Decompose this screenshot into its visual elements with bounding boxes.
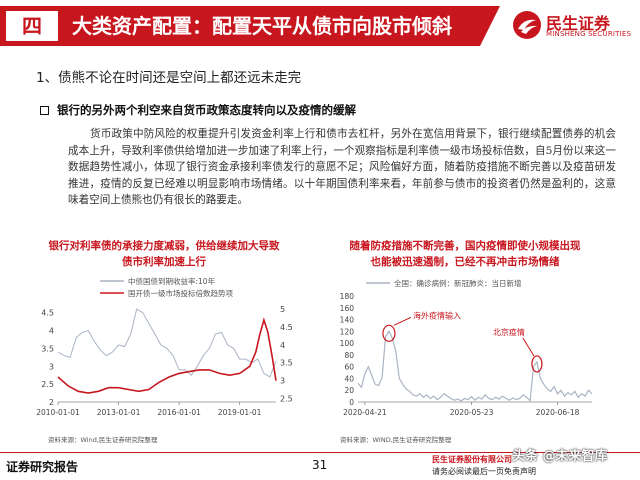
footer-divider <box>0 452 640 453</box>
right-tick-label: 3 <box>280 377 285 386</box>
right-tick-label: 4.5 <box>280 323 293 332</box>
y-tick-label: 140 <box>340 316 355 325</box>
chart-1-title-line1: 银行对利率债的承接力度减弱，供给继续加大导致 <box>48 240 280 252</box>
x-tick-label: 2020-04-21 <box>343 408 387 417</box>
x-tick-label: 2019-01-01 <box>218 408 262 417</box>
legend-label: 全国：确诊病例：新冠肺炎：当日新增 <box>394 278 522 288</box>
bullet-heading-text: 银行的另外两个利空来自货币政策态度转向以及疫情的缓解 <box>57 103 356 117</box>
watermark: 头条 @未来智库 <box>512 449 608 464</box>
square-bullet-icon <box>40 106 49 115</box>
chart-2-title-line1: 随着防疫措施不断完善，国内疫情即使小规模出现 <box>349 240 581 252</box>
x-tick-label: 2020-05-23 <box>450 408 494 417</box>
header: 四 大类资产配置：配置天平从债市向股市倾斜 民生证券 MINSHENG SECU… <box>0 0 640 54</box>
y-tick-label: 40 <box>344 374 354 383</box>
right-tick-label: 2.5 <box>280 394 293 403</box>
chart-2-title: 随着防疫措施不断完善，国内疫情即使小规模出现 也能被迅速遏制，已经不再冲击市场情… <box>330 238 600 270</box>
logo-text-cn: 民生证券 <box>546 14 611 33</box>
left-tick-label: 2 <box>49 398 54 407</box>
left-tick-label: 2.5 <box>41 380 54 389</box>
annotation-label-2: 北京疫情 <box>493 327 525 337</box>
body-paragraph: 货币政策中防风险的权重提升引发资金利率上行和债市去杠杆，另外在宽信用背景下，银行… <box>68 128 616 206</box>
header-bar <box>0 6 500 46</box>
footer-label: 证券研究报告 <box>6 460 79 474</box>
chart-1-title-line2: 债市利率加速上行 <box>122 256 206 268</box>
series-line-2 <box>57 317 277 394</box>
series-line <box>357 330 593 403</box>
x-tick-label: 2020-06-18 <box>536 408 580 417</box>
left-tick-label: 3 <box>49 362 54 371</box>
y-tick-label: 120 <box>340 327 355 336</box>
right-tick-label: 3.5 <box>280 359 293 368</box>
annotation-circle-2 <box>531 355 543 373</box>
bullet-heading: 银行的另外两个利空来自货币政策态度转向以及疫情的缓解 <box>40 102 356 118</box>
chart-2-title-line2: 也能被迅速遏制，已经不再冲击市场情绪 <box>370 256 560 268</box>
annotation-arrow-2 <box>522 337 535 357</box>
annotation-circle-1 <box>382 324 396 342</box>
footer-note: 请务必阅读最后一页免责声明 <box>432 467 536 476</box>
y-tick-label: 160 <box>340 304 355 313</box>
y-tick-label: 20 <box>344 386 354 395</box>
y-tick-label: 180 <box>340 292 355 301</box>
y-tick-label: 0 <box>349 398 354 407</box>
company-logo: 民生证券 MINSHENG SECURITIES <box>512 8 636 46</box>
logo-text-en: MINSHENG SECURITIES <box>546 30 632 38</box>
footer-disclaimer: 民生证券股份有限公司 请务必阅读最后一页免责声明 <box>432 454 536 478</box>
chart-1-title: 银行对利率债的承接力度减弱，供给继续加大导致 债市利率加速上行 <box>34 238 294 270</box>
annotation-label-1: 海外疫情输入 <box>413 310 461 320</box>
chart-2-source: 资料来源：WIND,民生证券研究院整理 <box>340 436 452 444</box>
left-tick-label: 4.5 <box>41 309 54 318</box>
left-tick-label: 4 <box>49 327 54 336</box>
section-subtitle: 1、债熊不论在时间还是空间上都还远未走完 <box>36 70 302 86</box>
y-tick-label: 60 <box>344 363 354 372</box>
minsheng-logo-icon <box>513 11 541 39</box>
right-tick-label: 4 <box>280 341 285 350</box>
page-title: 大类资产配置：配置天平从债市向股市倾斜 <box>72 14 452 38</box>
y-tick-label: 100 <box>340 339 355 348</box>
page-number: 31 <box>312 458 328 472</box>
left-tick-label: 3.5 <box>41 344 54 353</box>
x-tick-label: 2010-01-01 <box>36 408 80 417</box>
x-tick-label: 2016-01-01 <box>157 408 201 417</box>
chart-1-source: 资料来源：Wind,民生证券研究院整理 <box>48 436 158 444</box>
y-tick-label: 80 <box>344 351 354 360</box>
series-line-1 <box>57 308 277 378</box>
legend-label-2: 国开债一级市场投标倍数趋势项 <box>128 288 233 298</box>
chart-2: 全国：确诊病例：新冠肺炎：当日新增 0 20 40 60 80 100 120 140 160 18… <box>340 278 593 417</box>
footer-company: 民生证券股份有限公司 <box>432 455 512 464</box>
section-number: 四 <box>6 11 58 41</box>
right-tick-label: 5 <box>280 305 285 314</box>
legend-label-1: 中债国债到期收益率:10年 <box>128 276 216 286</box>
x-tick-label: 2013-01-01 <box>97 408 141 417</box>
annotation-arrow-1 <box>393 316 412 326</box>
